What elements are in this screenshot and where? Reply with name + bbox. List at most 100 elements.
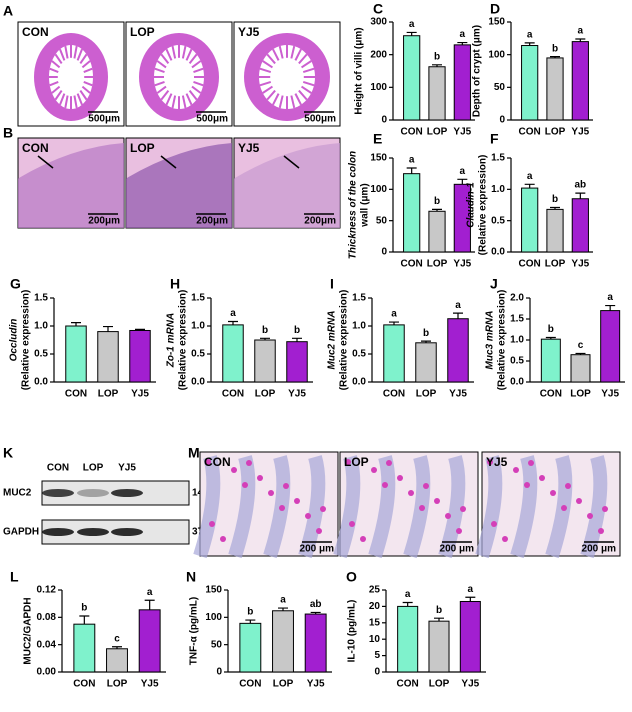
villus — [266, 89, 276, 101]
goblet-cell — [386, 460, 392, 466]
bar — [428, 620, 450, 673]
x-tick-label: LOP — [429, 679, 450, 690]
x-tick-label: YJ5 — [453, 259, 471, 270]
image-label: YJ5 — [486, 455, 508, 469]
arrow — [160, 155, 177, 169]
x-tick-label: CON — [222, 389, 244, 400]
crypt-region — [193, 455, 221, 559]
goblet-cell — [524, 482, 530, 488]
significance-letter: a — [280, 595, 286, 606]
panel-letter: K — [3, 445, 13, 461]
crypt-region — [545, 455, 573, 559]
goblet-cell — [423, 483, 429, 489]
image-label: LOP — [344, 455, 369, 469]
villus — [83, 67, 93, 73]
bar — [546, 57, 564, 121]
error-bar — [524, 183, 535, 189]
crypt-region — [333, 455, 361, 559]
villus — [51, 85, 61, 94]
villus — [83, 81, 93, 87]
significance-letter: a — [607, 292, 613, 303]
y-tick-label: 0.0 — [34, 377, 48, 388]
villus — [54, 90, 63, 101]
y-tick-label: 0 — [381, 247, 387, 258]
villus — [188, 53, 198, 65]
y-axis-label: (Relative expression) — [178, 290, 189, 391]
significance-letter: a — [391, 309, 397, 320]
y-axis-label: Zo-1 mRNA — [166, 313, 177, 368]
image-label: CON — [22, 141, 49, 155]
significance-letter: a — [578, 26, 584, 37]
goblet-cell — [513, 467, 519, 473]
panel-letter: G — [10, 276, 21, 292]
goblet-cell — [294, 498, 300, 504]
error-bar — [135, 328, 145, 331]
error-bar — [228, 320, 238, 325]
villus — [165, 93, 173, 106]
x-tick-label: YJ5 — [453, 127, 471, 138]
bar — [521, 45, 539, 121]
blot-column-label: YJ5 — [118, 463, 136, 474]
error-bar — [575, 352, 586, 355]
villus — [266, 53, 276, 65]
x-tick-label: CON — [401, 259, 423, 270]
goblet-cell — [316, 528, 322, 534]
y-tick-label: 2.0 — [510, 293, 524, 304]
error-bar — [434, 617, 444, 622]
villus — [188, 89, 198, 101]
significance-letter: ab — [574, 180, 586, 191]
y-axis-label: TNF-α (pg/mL) — [189, 597, 200, 665]
significance-letter: b — [436, 605, 442, 616]
panel-letter: F — [490, 131, 499, 147]
x-tick-label: CON — [73, 679, 95, 690]
significance-letter: a — [527, 30, 533, 41]
villus — [262, 60, 274, 69]
panel-letter: A — [3, 3, 13, 19]
goblet-cell — [434, 498, 440, 504]
crypt-region — [403, 455, 431, 559]
x-tick-label: YJ5 — [307, 679, 325, 690]
y-tick-label: 0.0 — [491, 247, 505, 258]
y-tick-label: 1.5 — [491, 153, 505, 164]
villus — [64, 95, 69, 109]
goblet-cell — [539, 475, 545, 481]
villus — [272, 48, 280, 61]
bar — [428, 66, 446, 121]
error-bar — [575, 38, 586, 42]
goblet-cell — [283, 483, 289, 489]
blot-band — [111, 528, 143, 536]
tissue-layer — [18, 143, 124, 228]
goblet-cell — [360, 536, 366, 542]
goblet-cell — [445, 513, 451, 519]
significance-letter: a — [147, 587, 153, 598]
y-axis-label: (Relative expression) — [21, 290, 32, 391]
villus — [81, 60, 91, 69]
significance-letter: ab — [310, 599, 322, 610]
goblet-cell — [209, 521, 215, 527]
y-tick-label: 0.0 — [510, 377, 524, 388]
y-tick-label: 50 — [376, 215, 388, 226]
x-tick-label: YJ5 — [449, 389, 467, 400]
bar — [65, 325, 87, 383]
bar — [453, 44, 471, 121]
y-axis-label: Claudin-1 — [466, 182, 477, 228]
y-axis-label: Muc2 mRNA — [327, 311, 338, 370]
bar — [286, 341, 308, 383]
error-bar — [453, 312, 463, 319]
y-tick-label: 300 — [370, 17, 387, 28]
bar — [403, 173, 421, 253]
goblet-cell — [491, 521, 497, 527]
goblet-cell — [419, 505, 425, 511]
villus — [156, 85, 167, 94]
villus — [290, 45, 296, 59]
x-tick-label: LOP — [416, 389, 437, 400]
x-tick-label: CON — [519, 259, 541, 270]
villus — [302, 67, 315, 73]
significance-letter: a — [409, 155, 415, 166]
y-axis-label: Muc3 mRNA — [485, 311, 496, 370]
bar — [540, 338, 561, 383]
x-tick-label: YJ5 — [461, 679, 479, 690]
crypt-region — [580, 455, 608, 559]
goblet-cell — [205, 459, 211, 465]
bar — [459, 600, 481, 673]
